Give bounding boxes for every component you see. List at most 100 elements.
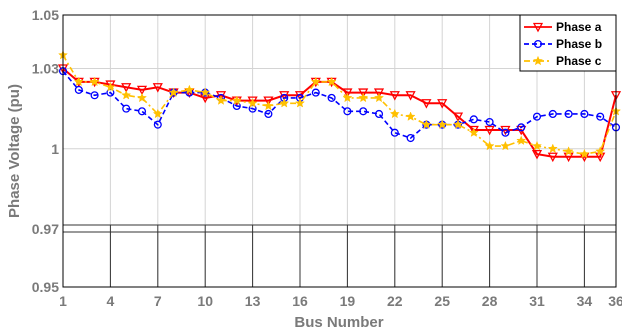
- x-tick-label: 19: [340, 293, 356, 309]
- data-point: [200, 87, 211, 97]
- y-tick-label: 0.97: [32, 221, 59, 237]
- data-point: [122, 104, 131, 113]
- tick-labels: 1 4 7 10 13 16 19 22 25 28 31 34 36 0.95 0.97 1 1.03 1.05: [32, 7, 622, 309]
- data-point: [389, 91, 400, 101]
- data-point: [121, 83, 132, 93]
- data-point: [152, 108, 163, 119]
- data-point: [90, 91, 99, 100]
- data-point: [373, 92, 385, 103]
- data-point: [531, 140, 543, 151]
- data-point: [579, 148, 590, 159]
- x-tick-label: 7: [154, 293, 162, 309]
- data-point: [484, 125, 495, 136]
- data-point: [373, 88, 385, 98]
- data-point: [121, 89, 132, 100]
- data-point: [105, 81, 116, 92]
- data-point: [311, 88, 320, 97]
- data-point: [437, 119, 448, 129]
- data-point: [136, 85, 148, 96]
- data-point: [105, 80, 116, 90]
- legend-label: Phase b: [556, 37, 602, 51]
- x-tick-label: 22: [387, 293, 403, 309]
- x-tick-label: 4: [107, 293, 115, 309]
- plot-frame: [62, 14, 617, 288]
- data-point: [215, 95, 227, 105]
- legend-items: Phase a Phase b Phase c: [524, 20, 602, 68]
- x-axis-label: Bus Number: [294, 314, 383, 331]
- data-point: [374, 109, 384, 119]
- data-point: [468, 127, 479, 137]
- x-tick-label: 31: [529, 293, 545, 309]
- data-point: [563, 146, 574, 156]
- data-point: [168, 87, 179, 97]
- data-point: [547, 152, 558, 163]
- y-tick-label: 1.03: [32, 61, 59, 77]
- legend-marker: [533, 39, 543, 49]
- data-point: [343, 107, 352, 116]
- x-tick-label: 28: [482, 293, 498, 309]
- data-point: [358, 92, 369, 103]
- legend-marker: [532, 55, 544, 66]
- x-tick-label: 16: [292, 293, 308, 309]
- axis-break-band: [62, 224, 617, 287]
- data-point: [405, 91, 416, 101]
- data-point: [279, 98, 290, 108]
- legend-marker: [532, 22, 544, 33]
- data-point: [547, 143, 558, 154]
- data-point: [74, 85, 83, 94]
- legend-label: Phase a: [556, 20, 602, 34]
- data-point: [468, 125, 479, 136]
- data-point: [421, 119, 432, 129]
- data-point: [389, 108, 400, 119]
- series-line: [62, 54, 617, 155]
- data-point: [73, 76, 84, 87]
- data-point: [596, 112, 605, 121]
- data-point: [153, 120, 162, 129]
- data-point: [152, 83, 163, 93]
- data-point: [294, 98, 306, 108]
- data-point: [136, 92, 148, 103]
- y-tick-label: 0.95: [32, 279, 59, 295]
- data-point: [264, 109, 273, 119]
- data-point: [263, 100, 274, 111]
- y-tick-label: 1: [51, 141, 59, 157]
- data-point: [137, 107, 147, 116]
- data-point: [247, 96, 258, 106]
- data-point: [184, 84, 195, 95]
- y-axis-label: Phase Voltage (pu): [6, 84, 23, 218]
- data-point: [517, 123, 526, 132]
- legend-item: Phase a: [524, 20, 602, 34]
- data-point: [342, 88, 353, 98]
- data-point: [231, 95, 242, 105]
- axis-break-gap: [63, 225, 616, 232]
- data-point: [500, 140, 511, 151]
- x-tick-label: 1: [59, 293, 67, 309]
- data-point: [342, 92, 353, 103]
- data-point: [595, 146, 606, 156]
- data-point: [263, 96, 274, 106]
- data-point: [421, 99, 432, 109]
- data-point: [89, 76, 100, 87]
- data-point: [485, 117, 494, 127]
- y-tick-label: 1.05: [32, 7, 59, 23]
- x-tick-label: 10: [197, 293, 213, 309]
- data-point: [501, 128, 510, 137]
- series-line: [62, 67, 617, 158]
- data-point: [548, 109, 557, 119]
- legend-item: Phase c: [524, 54, 602, 68]
- data-point: [390, 128, 399, 137]
- data-point: [564, 109, 573, 119]
- data-point: [358, 88, 369, 98]
- x-tick-label: 25: [434, 293, 450, 309]
- x-tick-label: 34: [577, 293, 593, 309]
- x-tick-label: 13: [245, 293, 261, 309]
- data-point: [469, 115, 478, 124]
- data-point: [326, 76, 337, 87]
- data-point: [405, 111, 416, 121]
- data-point: [532, 112, 542, 121]
- legend-label: Phase c: [556, 54, 602, 68]
- data-point: [437, 99, 448, 109]
- data-point: [484, 140, 495, 151]
- data-point: [531, 149, 543, 160]
